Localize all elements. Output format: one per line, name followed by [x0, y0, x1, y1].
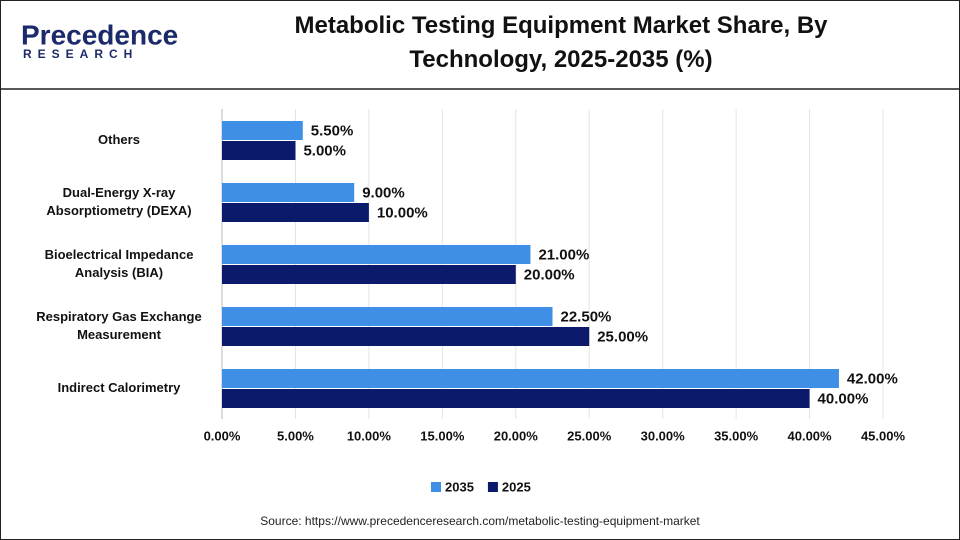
value-label: 40.00%	[818, 390, 869, 407]
bar	[222, 307, 553, 326]
bar	[222, 141, 296, 160]
y-tick-label: Indirect Calorimetry	[57, 380, 181, 395]
bar	[222, 203, 369, 222]
value-label: 21.00%	[538, 246, 589, 263]
value-label: 22.50%	[561, 308, 612, 325]
legend-swatch	[431, 482, 441, 492]
bar	[222, 327, 590, 346]
legend-label: 2035	[445, 479, 474, 494]
x-tick-label: 0.00%	[204, 428, 241, 443]
x-tick-label: 15.00%	[420, 428, 465, 443]
x-tick-label: 35.00%	[714, 428, 759, 443]
bar	[222, 121, 303, 140]
value-label: 42.00%	[847, 370, 898, 387]
source: Source: https://www.precedenceresearch.c…	[260, 514, 700, 528]
bar	[222, 183, 355, 202]
bar	[222, 245, 531, 264]
legend-swatch	[487, 482, 498, 492]
x-tick-label: 45.00%	[861, 428, 906, 443]
value-label: 5.00%	[303, 142, 346, 159]
y-tick-label: Bioelectrical Impedance Analysis (BIA)	[44, 247, 194, 280]
logo-name: Precedence	[21, 19, 178, 50]
bar	[222, 389, 810, 408]
value-label: 9.00%	[362, 184, 405, 201]
logo-tagline: RESEARCH	[23, 47, 138, 61]
x-tick-label: 40.00%	[788, 428, 833, 443]
value-label: 5.50%	[311, 122, 354, 139]
value-label: 25.00%	[597, 328, 648, 345]
value-label: 20.00%	[524, 266, 575, 283]
chart-title: Metabolic Testing Equipment Market Share…	[294, 12, 828, 73]
y-tick-label: Respiratory Gas Exchange Measurement	[36, 309, 202, 342]
bar	[222, 369, 839, 388]
value-label: 10.00%	[377, 204, 428, 221]
y-tick-label: Others	[98, 132, 140, 147]
y-tick-label: Dual-Energy X-ray Absorptiometry (DEXA)	[46, 185, 192, 218]
x-tick-label: 30.00%	[641, 428, 686, 443]
x-tick-label: 20.00%	[494, 428, 539, 443]
x-tick-label: 5.00%	[277, 428, 314, 443]
x-tick-label: 10.00%	[347, 428, 392, 443]
x-tick-label: 25.00%	[567, 428, 612, 443]
legend-label: 2025	[502, 479, 531, 494]
bar	[222, 265, 516, 284]
